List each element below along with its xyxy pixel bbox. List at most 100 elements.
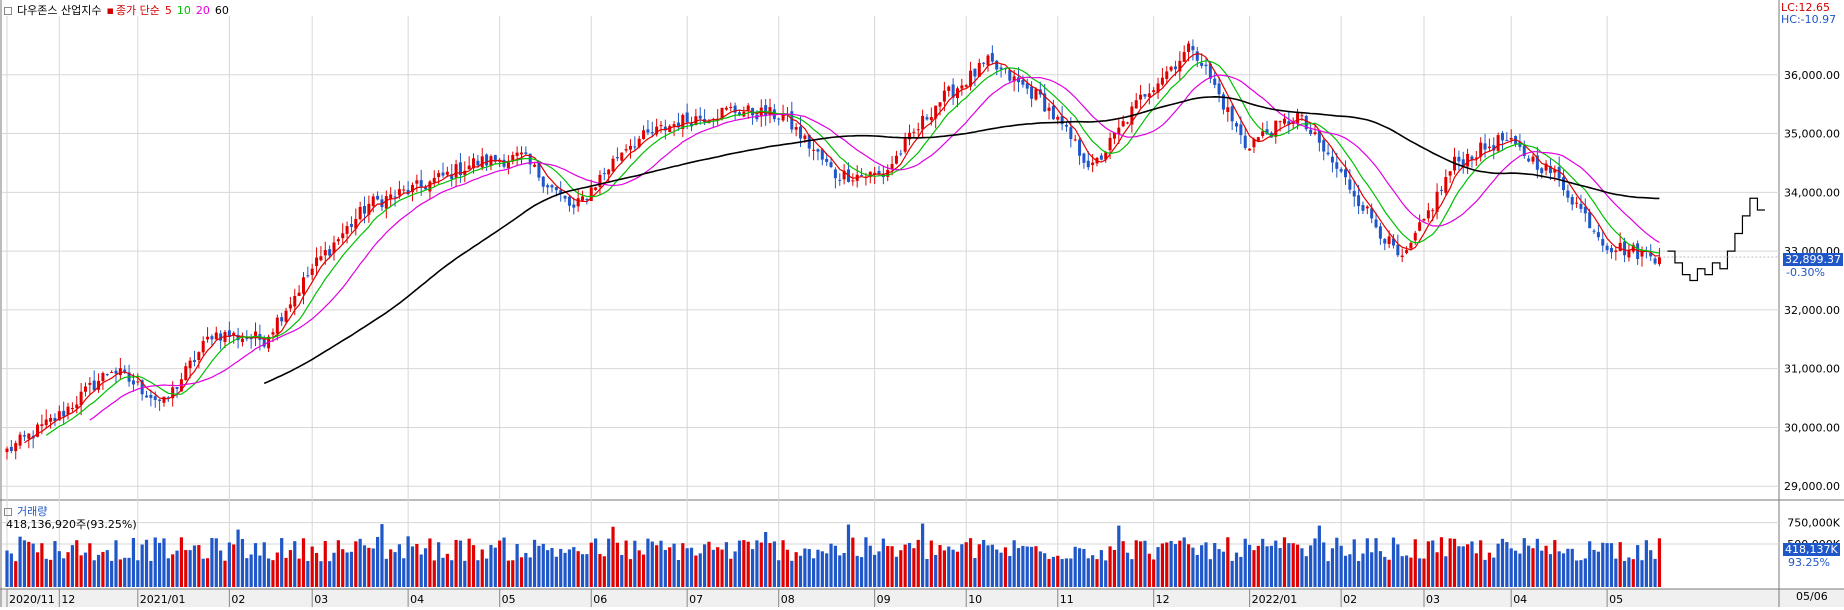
volume-bar bbox=[53, 541, 57, 587]
candle-body bbox=[633, 146, 637, 148]
volume-bar bbox=[519, 557, 524, 587]
volume-bar bbox=[1125, 552, 1130, 587]
volume-bar bbox=[83, 552, 88, 587]
candle-body bbox=[467, 165, 471, 170]
hc-readout: HC:-10.97 bbox=[1781, 13, 1837, 26]
volume-bar bbox=[454, 539, 458, 587]
candle-body bbox=[1291, 123, 1295, 125]
volume-bar bbox=[1291, 543, 1295, 587]
candle-body bbox=[581, 196, 585, 201]
legend-price-type: 종가 단순 bbox=[115, 4, 160, 17]
volume-bar bbox=[511, 560, 515, 587]
volume-bar bbox=[258, 555, 262, 587]
candle-body bbox=[1034, 89, 1038, 100]
volume-bar bbox=[567, 549, 572, 587]
volume-bar bbox=[219, 550, 223, 587]
candle-body bbox=[297, 292, 301, 296]
volume-bar bbox=[655, 545, 659, 587]
volume-bar bbox=[18, 536, 22, 587]
candle-body bbox=[197, 352, 201, 361]
candle-body bbox=[1165, 71, 1169, 79]
candle-body bbox=[1535, 155, 1539, 170]
x-tick-label: 12 bbox=[1156, 593, 1170, 606]
volume-bar bbox=[1566, 548, 1570, 587]
candle-body bbox=[1623, 241, 1627, 256]
volume-bar bbox=[323, 541, 327, 587]
candle-body bbox=[380, 199, 384, 208]
candle-body bbox=[1466, 153, 1470, 167]
candle-body bbox=[1274, 120, 1278, 137]
volume-bar bbox=[585, 554, 589, 587]
volume-bar bbox=[1095, 559, 1099, 587]
volume-bar bbox=[1396, 544, 1400, 587]
volume-bar bbox=[537, 545, 541, 587]
candle-body bbox=[1317, 130, 1321, 143]
candle-body bbox=[345, 226, 349, 234]
candle-body bbox=[1614, 250, 1618, 253]
volume-bar bbox=[615, 542, 619, 587]
candle-body bbox=[92, 380, 96, 391]
volume-bar bbox=[1304, 556, 1308, 587]
volume-bar bbox=[1365, 538, 1369, 587]
candle-body bbox=[175, 387, 179, 389]
volume-bar bbox=[31, 543, 35, 587]
volume-bar bbox=[1008, 555, 1012, 587]
volume-bar bbox=[1461, 546, 1465, 587]
price-tick-label: 32,000.00 bbox=[1784, 304, 1840, 317]
x-tick-label: 06 bbox=[593, 593, 607, 606]
candle-body bbox=[158, 399, 162, 401]
volume-bar bbox=[1614, 558, 1618, 587]
candle-body bbox=[1649, 252, 1653, 257]
candle-body bbox=[410, 184, 414, 192]
candle-body bbox=[969, 70, 973, 87]
candle-body bbox=[332, 242, 336, 254]
candle-body bbox=[1108, 137, 1112, 151]
volume-bar bbox=[1518, 553, 1522, 587]
volume-bar bbox=[1012, 540, 1016, 587]
volume-bar bbox=[432, 560, 436, 587]
candle-body bbox=[1278, 121, 1282, 123]
volume-bar bbox=[1226, 537, 1230, 587]
volume-bar bbox=[1313, 538, 1317, 587]
candle-body bbox=[232, 332, 236, 336]
candle-body bbox=[951, 84, 955, 98]
candle-body bbox=[88, 383, 92, 385]
volume-square-icon[interactable] bbox=[4, 508, 12, 516]
volume-bar bbox=[162, 538, 166, 587]
candle-body bbox=[1370, 208, 1374, 219]
volume-bar bbox=[310, 546, 314, 587]
volume-bar bbox=[341, 549, 345, 587]
volume-bar bbox=[1134, 540, 1138, 587]
volume-bar bbox=[851, 537, 855, 587]
candle-body bbox=[1073, 139, 1077, 141]
x-axis-band bbox=[0, 589, 1844, 607]
volume-bar bbox=[659, 540, 663, 587]
volume-bar bbox=[742, 540, 746, 587]
volume-bar bbox=[1592, 549, 1596, 587]
volume-bar bbox=[1444, 556, 1448, 587]
volume-bar bbox=[192, 545, 197, 587]
candle-body bbox=[1121, 121, 1125, 127]
volume-bar bbox=[362, 545, 367, 587]
volume-bar bbox=[166, 558, 170, 587]
candle-body bbox=[1226, 107, 1230, 113]
candle-body bbox=[642, 130, 646, 140]
candle-body bbox=[1391, 238, 1395, 246]
candle-body bbox=[1479, 142, 1483, 157]
candle-body bbox=[1169, 66, 1173, 71]
volume-bar bbox=[1509, 548, 1513, 587]
volume-bar bbox=[1025, 546, 1029, 587]
volume-bar bbox=[733, 551, 737, 587]
candle-body bbox=[942, 90, 946, 102]
candle-body bbox=[1344, 169, 1348, 178]
candle-body bbox=[1422, 218, 1426, 221]
candle-body bbox=[1296, 113, 1300, 124]
volume-bar bbox=[271, 560, 275, 587]
candle-body bbox=[694, 116, 698, 126]
volume-bar bbox=[598, 553, 602, 587]
volume-bar bbox=[415, 543, 419, 587]
volume-bar bbox=[96, 554, 101, 587]
candle-body bbox=[908, 132, 912, 140]
legend-square-icon[interactable] bbox=[4, 7, 12, 15]
candle-body bbox=[873, 172, 877, 175]
